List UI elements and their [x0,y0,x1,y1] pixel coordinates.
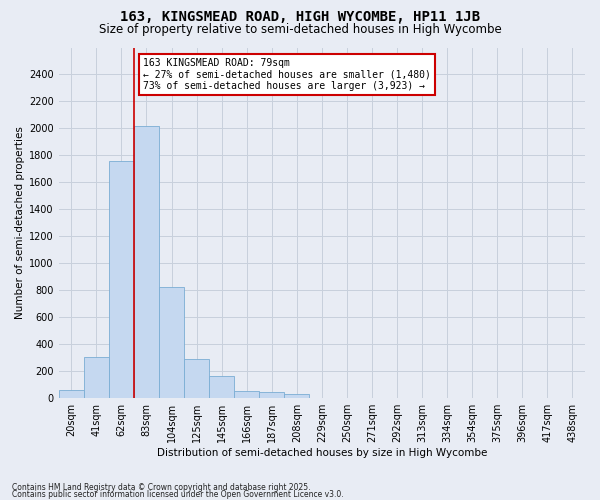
Bar [134,126,159,398]
Text: 163, KINGSMEAD ROAD, HIGH WYCOMBE, HP11 1JB: 163, KINGSMEAD ROAD, HIGH WYCOMBE, HP11 … [120,10,480,24]
Bar [109,160,134,398]
X-axis label: Distribution of semi-detached houses by size in High Wycombe: Distribution of semi-detached houses by … [157,448,487,458]
Text: Contains public sector information licensed under the Open Government Licence v3: Contains public sector information licen… [12,490,344,499]
Y-axis label: Number of semi-detached properties: Number of semi-detached properties [15,126,25,319]
Bar [159,288,184,398]
Bar [284,394,310,398]
Bar [59,390,84,398]
Bar [234,391,259,398]
Bar [209,376,234,398]
Bar [184,358,209,398]
Bar [84,358,109,398]
Bar [259,392,284,398]
Text: 163 KINGSMEAD ROAD: 79sqm
← 27% of semi-detached houses are smaller (1,480)
73% : 163 KINGSMEAD ROAD: 79sqm ← 27% of semi-… [143,58,431,91]
Text: Contains HM Land Registry data © Crown copyright and database right 2025.: Contains HM Land Registry data © Crown c… [12,484,311,492]
Text: Size of property relative to semi-detached houses in High Wycombe: Size of property relative to semi-detach… [98,22,502,36]
